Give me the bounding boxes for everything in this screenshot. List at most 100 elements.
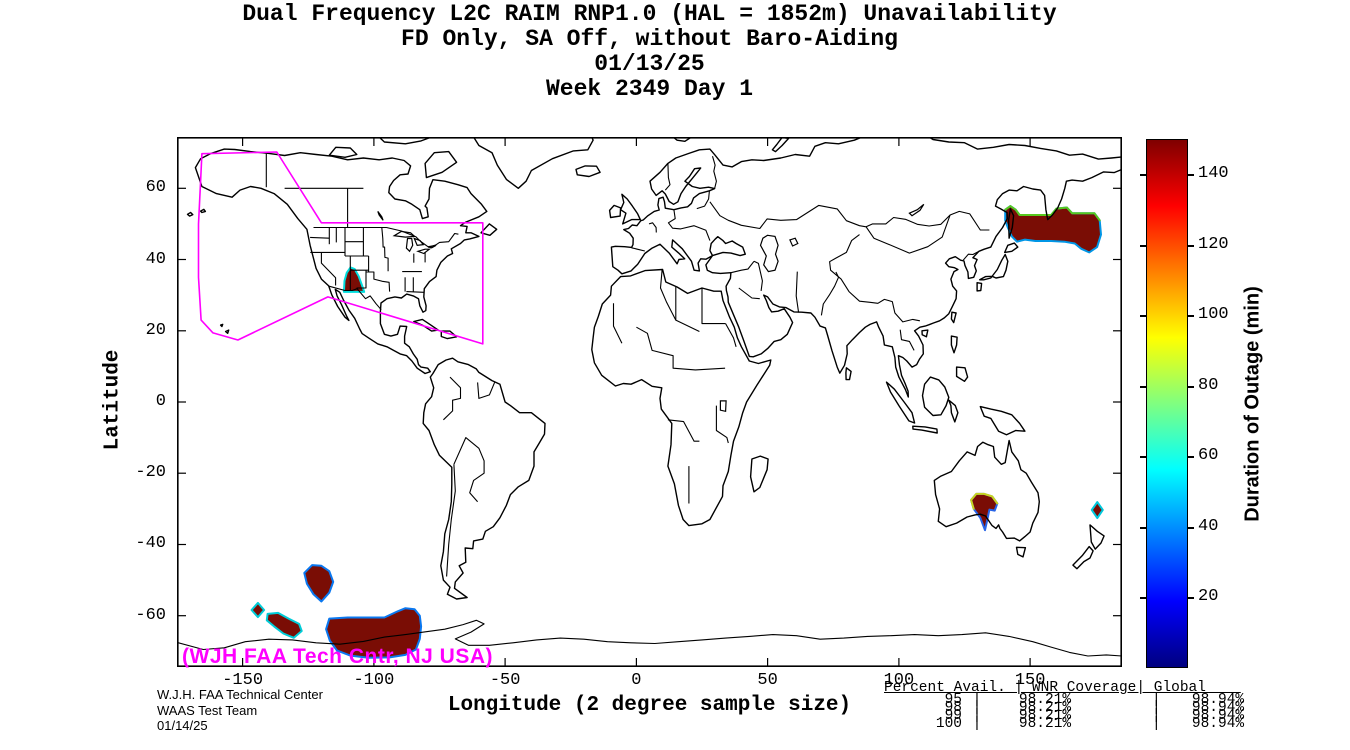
lake-outline — [789, 237, 799, 247]
stats-table-row: 95 | 98.21% | 98.94% — [884, 692, 1274, 708]
stats-separator: | — [1152, 708, 1161, 724]
colorbar-tick-label: 20 — [1198, 587, 1219, 607]
coastline — [885, 381, 916, 424]
border-line — [820, 271, 840, 316]
landmass — [576, 165, 601, 177]
lake-outline — [416, 248, 432, 255]
stats-percent-avail: 95 — [944, 692, 962, 708]
lake-outline — [908, 203, 925, 217]
border-line — [962, 250, 980, 261]
stats-separator: | — [1152, 700, 1161, 716]
coastline — [424, 150, 458, 179]
landmass — [934, 440, 1040, 541]
coastline — [845, 367, 852, 381]
coastline — [1089, 524, 1105, 550]
border-line — [310, 236, 330, 239]
landmass — [750, 456, 769, 492]
border-line — [386, 226, 459, 248]
border-line — [612, 303, 623, 344]
landmass — [425, 151, 457, 178]
coastline — [912, 425, 938, 434]
landmass — [922, 377, 949, 416]
stats-separator: | — [972, 716, 982, 732]
stats-separator: | — [972, 708, 982, 724]
landmass — [980, 406, 1025, 435]
coastline — [575, 165, 601, 178]
border-line — [664, 163, 671, 191]
stats-table-row: 100 | 98.21% | 98.94% — [884, 716, 1274, 732]
plot-border — [177, 137, 1122, 667]
coastline — [950, 311, 957, 324]
y-tick-label: 0 — [155, 392, 166, 411]
stats-separator: | — [1152, 716, 1161, 732]
world-map-svg — [177, 137, 1122, 667]
border-line — [328, 285, 382, 311]
border-line — [696, 190, 710, 210]
coastline — [979, 405, 1026, 436]
colorbar-tick-label: 40 — [1198, 516, 1219, 536]
coastline — [472, 137, 594, 189]
coastline — [749, 455, 769, 493]
landmass — [329, 147, 357, 158]
y-tick-label: -40 — [135, 534, 166, 554]
footer-line-2: WAAS Test Team — [157, 702, 258, 718]
border-line — [829, 234, 921, 323]
y-tick-label: 40 — [145, 249, 166, 269]
coastline — [422, 357, 546, 600]
coastline — [950, 335, 958, 354]
title-line-3: 01/13/25 — [594, 51, 705, 77]
coastline — [955, 366, 969, 382]
colorbar-tick-mark — [1140, 385, 1147, 388]
border-line — [667, 209, 711, 241]
coastline — [979, 253, 1009, 281]
outage-region-south-pacific-blob-1 — [303, 564, 335, 603]
coastline — [1004, 242, 1019, 254]
coastline — [619, 193, 641, 225]
coastline — [199, 208, 207, 214]
stats-table-row: 98 | 98.21% | 98.94% — [884, 700, 1274, 716]
lake-outline — [392, 230, 417, 238]
colorbar-tick-mark — [1187, 385, 1194, 388]
stats-separator: | — [972, 700, 982, 716]
coastline — [921, 329, 929, 338]
outage-regions-layer — [250, 204, 1104, 659]
border-line — [406, 291, 424, 293]
colorbar-tick-mark — [1187, 315, 1194, 318]
outage-fringe — [1004, 204, 1101, 222]
coastline — [224, 329, 230, 334]
landmass — [886, 382, 915, 423]
lake-outline — [413, 237, 425, 246]
colorbar-tick-label: 140 — [1198, 164, 1229, 184]
lake-outline — [377, 211, 384, 221]
coastline — [440, 330, 458, 340]
colorbar-tick-mark — [1140, 244, 1147, 247]
colorbar-axis-label: Duration of Outage (min) — [1241, 286, 1264, 522]
stats-percent-avail: 99 — [944, 708, 962, 724]
outage-fringe — [969, 492, 999, 510]
y-tick-label: -60 — [135, 605, 166, 625]
stats-separator: | — [972, 692, 982, 708]
stats-global-coverage: 98.94% — [1191, 716, 1245, 732]
lake-outline — [719, 400, 727, 413]
stats-wnr-coverage: 98.21% — [1018, 692, 1072, 708]
coverage-annotation: (WJH FAA Tech Cntr, NJ USA) — [182, 645, 494, 668]
title-block: Dual Frequency L2C RAIM RNP1.0 (HAL = 18… — [177, 2, 1122, 102]
border-line — [477, 382, 496, 399]
border-line — [730, 260, 755, 274]
border-line — [711, 156, 717, 189]
stats-global-coverage: 98.94% — [1191, 700, 1245, 716]
colorbar-tick-mark — [1187, 597, 1194, 600]
border-line — [701, 288, 726, 325]
world-map-plot — [177, 137, 1122, 667]
coastline — [1015, 546, 1027, 558]
y-tick-label: 20 — [145, 320, 166, 340]
outage-region-south-pacific-slab — [325, 607, 423, 659]
colorbar-tick-mark — [1140, 315, 1147, 318]
stats-wnr-coverage: 98.21% — [1018, 708, 1072, 724]
axes-frame — [177, 137, 1122, 667]
coastline — [219, 323, 224, 328]
border-line — [631, 247, 645, 252]
colorbar-tick-mark — [1140, 526, 1147, 529]
landmass — [423, 358, 545, 599]
